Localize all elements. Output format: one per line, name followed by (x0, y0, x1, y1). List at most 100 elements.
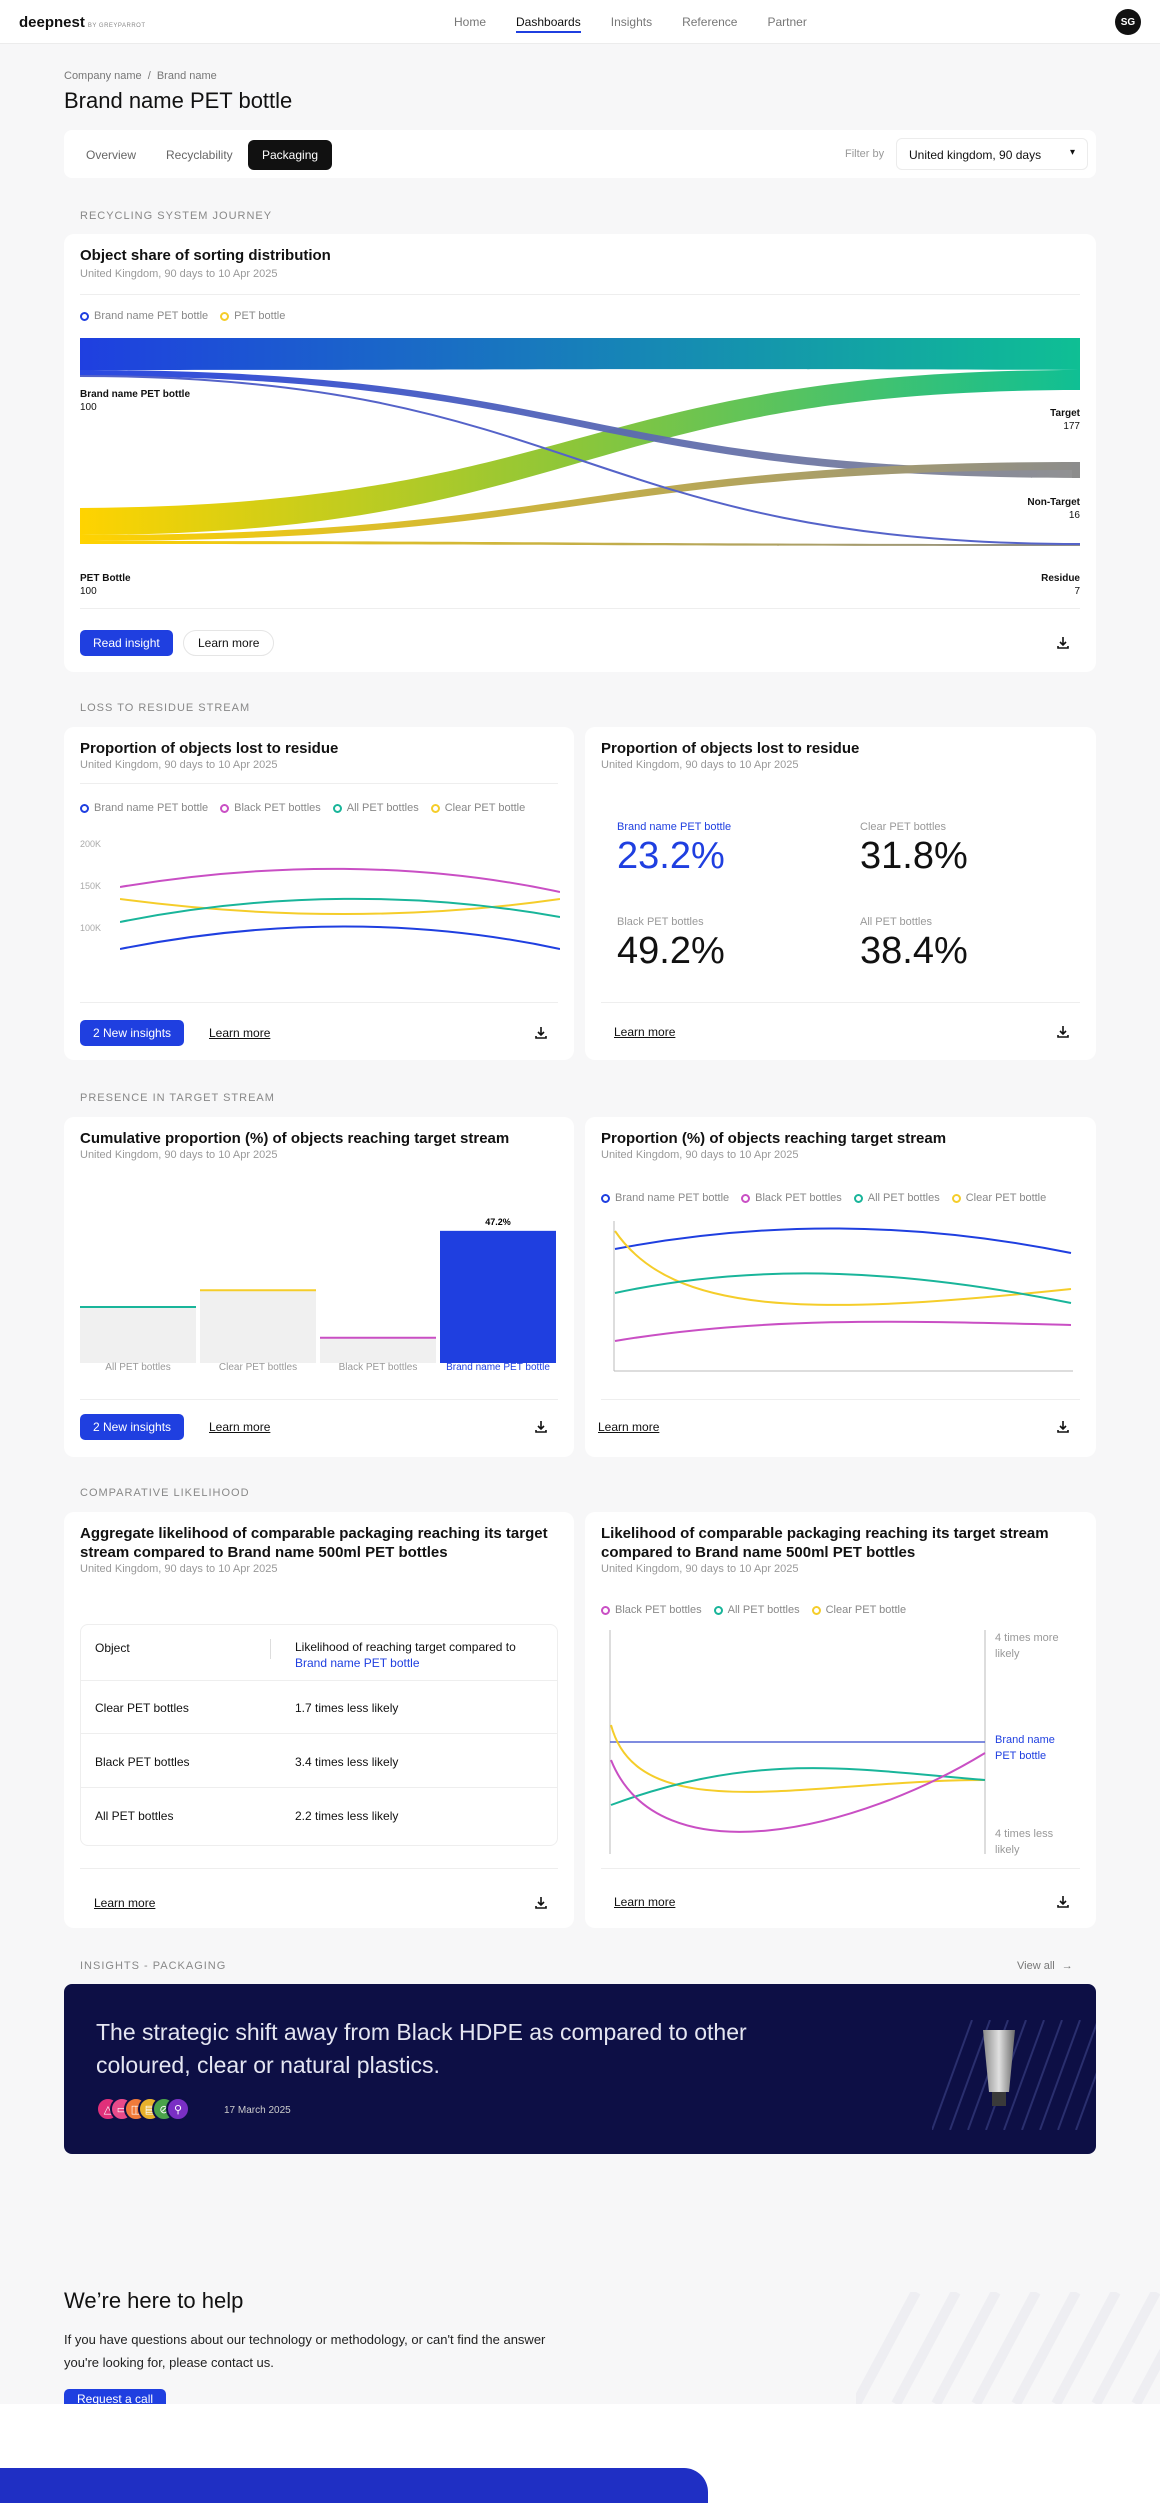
logo[interactable]: deepnest BY GREYPARROT (19, 14, 146, 31)
help-title: We’re here to help (64, 2288, 244, 2313)
legend-dot (601, 1193, 610, 1203)
filter-select[interactable]: United kingdom, 90 days ▾ (896, 138, 1088, 170)
flow-pet-target (80, 370, 1080, 535)
stripe-pattern (932, 2020, 1096, 2130)
flow-pet-residue (80, 541, 1080, 546)
learn-more-link[interactable]: Learn more (598, 1420, 660, 1434)
download-icon[interactable] (1056, 1895, 1070, 1909)
comparison-table: Object Likelihood of reaching target com… (80, 1624, 558, 1846)
legend-item: All PET bottles (713, 1604, 800, 1616)
legend-dot (430, 803, 440, 813)
card-title: Cumulative proportion (%) of objects rea… (80, 1130, 510, 1147)
download-icon[interactable] (1056, 1025, 1070, 1039)
legend-item: Clear PET bottle (430, 802, 525, 814)
legend-dot (951, 1193, 961, 1203)
y-tick: 150K (80, 881, 102, 891)
download-icon[interactable] (1056, 1420, 1070, 1434)
tab-overview[interactable]: Overview (86, 148, 137, 162)
bar-0 (80, 1307, 196, 1363)
tube-image (983, 2030, 1015, 2106)
legend-item: Brand name PET bottle (80, 310, 208, 322)
divider (80, 783, 558, 784)
learn-more-link[interactable]: Learn more (209, 1420, 271, 1434)
download-icon[interactable] (534, 1896, 548, 1910)
top-axis-label: 4 times more likely (995, 1632, 1059, 1660)
avatar[interactable]: SG (1115, 9, 1141, 35)
legend-dot (853, 1193, 863, 1203)
legend-item: Brand name PET bottle (601, 1192, 729, 1204)
learn-more-link[interactable]: Learn more (94, 1896, 156, 1910)
legend-dot (220, 803, 230, 813)
learn-more-button[interactable]: Learn more (183, 630, 275, 656)
view-all-link[interactable]: View all → (1017, 1960, 1073, 1972)
help-text: If you have questions about our technolo… (64, 2332, 546, 2370)
download-icon[interactable] (534, 1026, 548, 1040)
bar-label-clear: Clear PET bottles (218, 1362, 298, 1373)
brand-axis-label: Brand name PET bottle (995, 1734, 1055, 1762)
download-icon[interactable] (534, 1420, 548, 1434)
request-call-button[interactable]: Request a call (64, 2389, 167, 2407)
card-subtitle: United Kingdom, 90 days to 10 Apr 2025 (80, 1563, 278, 1575)
line-black-pet (614, 1320, 1072, 1342)
section-insights: INSIGHTS - PACKAGING (80, 1960, 227, 1972)
table-row: All PET bottles 2.2 times less likely (95, 1809, 399, 1823)
card-title: Object share of sorting distribution (80, 247, 331, 264)
table-row: Clear PET bottles 1.7 times less likely (81, 1681, 557, 1734)
residue-line-chart (120, 867, 560, 950)
node-label-target: Target (1050, 408, 1080, 419)
read-insight-button[interactable]: Read insight (80, 630, 173, 656)
new-insights-button[interactable]: 2 New insights (80, 1020, 185, 1046)
divider (80, 1399, 558, 1400)
line-black-pet (120, 867, 560, 893)
nav-reference[interactable]: Reference (682, 15, 738, 29)
download-icon[interactable] (1056, 636, 1070, 650)
legend-dot (80, 803, 89, 813)
learn-more-link[interactable]: Learn more (614, 1895, 676, 1909)
tab-recyclability[interactable]: Recyclability (166, 148, 233, 162)
filter-label: Filter by (845, 148, 885, 160)
bar-label-all: All PET bottles (105, 1362, 171, 1373)
line-clear-pet (610, 1724, 986, 1793)
legend-item: PET bottle (220, 310, 285, 322)
card-title: Proportion of objects lost to residue (80, 740, 339, 757)
line-all-pet (120, 897, 560, 923)
legend-item: Clear PET bottle (951, 1192, 1046, 1204)
section-comparative: COMPARATIVE LIKELIHOOD (80, 1487, 250, 1499)
bottom-axis-label: 4 times less likely (995, 1828, 1054, 1856)
stat-value-clear: 31.8% (860, 835, 968, 877)
cumulative-card: Cumulative proportion (%) of objects rea… (64, 1117, 574, 1457)
card-title: Proportion (%) of objects reaching targe… (601, 1130, 947, 1147)
likelihood-card: Likelihood of comparable packaging reach… (585, 1512, 1096, 1928)
breadcrumb-brand[interactable]: Brand name (156, 70, 217, 82)
nav-home[interactable]: Home (454, 15, 487, 29)
bar-value-label: 47.2% (485, 1217, 511, 1227)
learn-more-link[interactable]: Learn more (614, 1025, 676, 1039)
card-title: Aggregate likelihood of comparable packa… (80, 1525, 548, 1561)
aggregate-card: Aggregate likelihood of comparable packa… (64, 1512, 574, 1928)
nav-links: Home Dashboards Insights Reference Partn… (454, 15, 807, 33)
legend: Brand name PET bottle Black PET bottles … (601, 1192, 1046, 1204)
learn-more-link[interactable]: Learn more (209, 1026, 271, 1040)
breadcrumb-company[interactable]: Company name (64, 70, 142, 82)
tab-packaging[interactable]: Packaging (248, 140, 333, 170)
stat-label-clear: Clear PET bottles (860, 821, 947, 833)
section-presence: PRESENCE IN TARGET STREAM (80, 1092, 275, 1104)
section-loss: LOSS TO RESIDUE STREAM (80, 702, 251, 714)
insight-banner[interactable]: The strategic shift away from Black HDPE… (64, 1984, 1096, 2154)
section-journey: RECYCLING SYSTEM JOURNEY (80, 210, 273, 222)
sankey-card: Object share of sorting distribution Uni… (64, 234, 1096, 672)
flow-brand-target (80, 338, 1080, 370)
breadcrumb-separator: / (147, 70, 151, 82)
nav-partner[interactable]: Partner (767, 15, 807, 29)
card-subtitle: United Kingdom, 90 days to 10 Apr 2025 (601, 759, 799, 771)
legend-item: All PET bottles (853, 1192, 940, 1204)
legend-dot (80, 311, 89, 321)
nav-insights[interactable]: Insights (610, 15, 653, 29)
legend-dot (713, 1605, 723, 1615)
card-title: Likelihood of comparable packaging reach… (601, 1525, 1049, 1561)
filter-value: United kingdom, 90 days (909, 148, 1042, 162)
divider (601, 1868, 1080, 1869)
line-black-pet (610, 1752, 986, 1833)
nav-dashboards[interactable]: Dashboards (516, 15, 581, 33)
new-insights-button[interactable]: 2 New insights (80, 1414, 185, 1440)
